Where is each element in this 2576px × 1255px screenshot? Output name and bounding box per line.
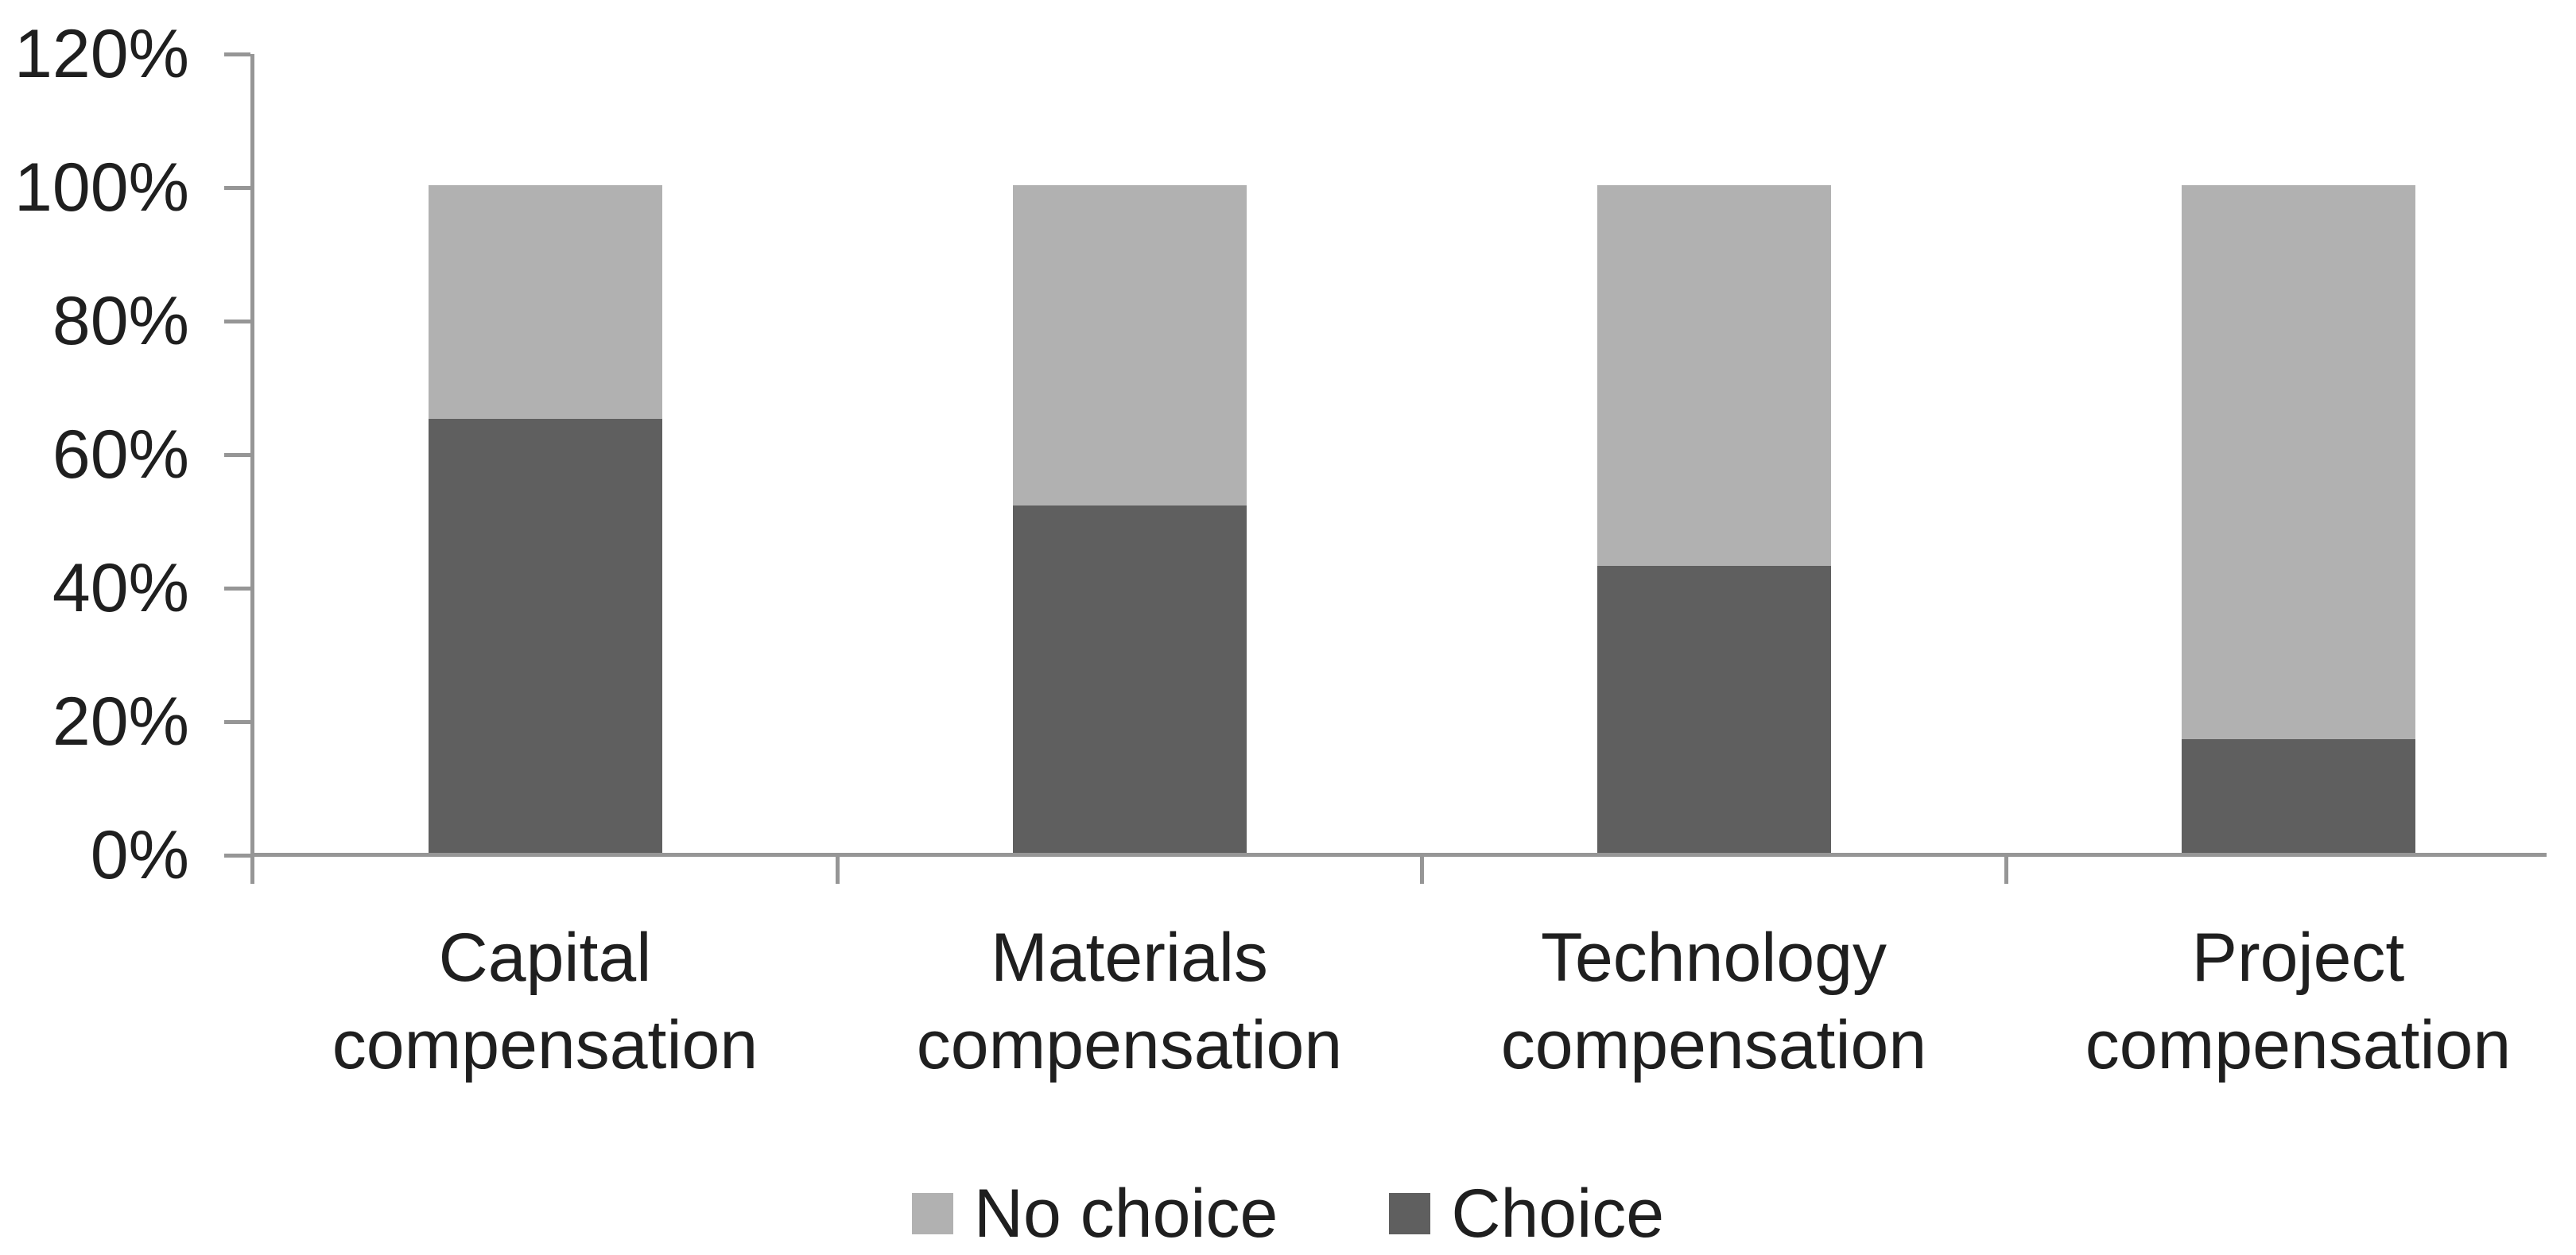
y-axis-tick-mark [224,453,250,457]
bar-choice [1596,565,1831,853]
bar-choice [2181,739,2415,853]
x-axis-tick-mark [1420,855,1424,884]
category-label: Capital compensation [332,920,758,1083]
x-axis-line [250,853,2547,857]
x-axis-tick-mark [836,855,840,884]
y-axis-tick-mark [224,320,250,323]
bar-no-choice [428,185,662,419]
x-axis-tick-mark [2004,855,2008,884]
y-axis-tick-label: 60% [52,416,189,493]
y-axis-tick-mark [224,854,250,858]
y-axis-tick-mark [224,52,250,56]
legend-label-no-choice: No choice [973,1176,1278,1252]
legend-label-choice: Choice [1451,1176,1665,1252]
y-axis-tick-mark [224,587,250,591]
bar-no-choice [1012,185,1247,506]
legend-swatch-choice-icon [1389,1193,1431,1234]
bar-no-choice [2181,185,2415,740]
category-label: Technology compensation [1500,920,1927,1083]
legend-entry-choice: Choice [1389,1176,1665,1252]
legend-entry-no-choice: No choice [911,1176,1278,1252]
y-axis-tick-label: 80% [52,283,189,359]
y-axis-tick-mark [224,720,250,724]
legend-swatch-no-choice-icon [911,1193,953,1234]
y-axis-tick-label: 0% [90,817,189,893]
category-label: Project compensation [2085,920,2512,1083]
chart-legend: No choice Choice [0,1176,2576,1252]
y-axis-tick-label: 100% [14,149,189,226]
y-axis-tick-mark [224,186,250,190]
bar-choice [428,419,662,853]
bar-choice [1012,505,1247,853]
y-axis-line [250,54,254,884]
category-label: Materials compensation [916,920,1343,1083]
bar-no-choice [1596,185,1831,566]
y-axis-tick-label: 120% [14,16,189,92]
y-axis-tick-label: 20% [52,684,189,760]
y-axis-tick-label: 40% [52,550,189,626]
